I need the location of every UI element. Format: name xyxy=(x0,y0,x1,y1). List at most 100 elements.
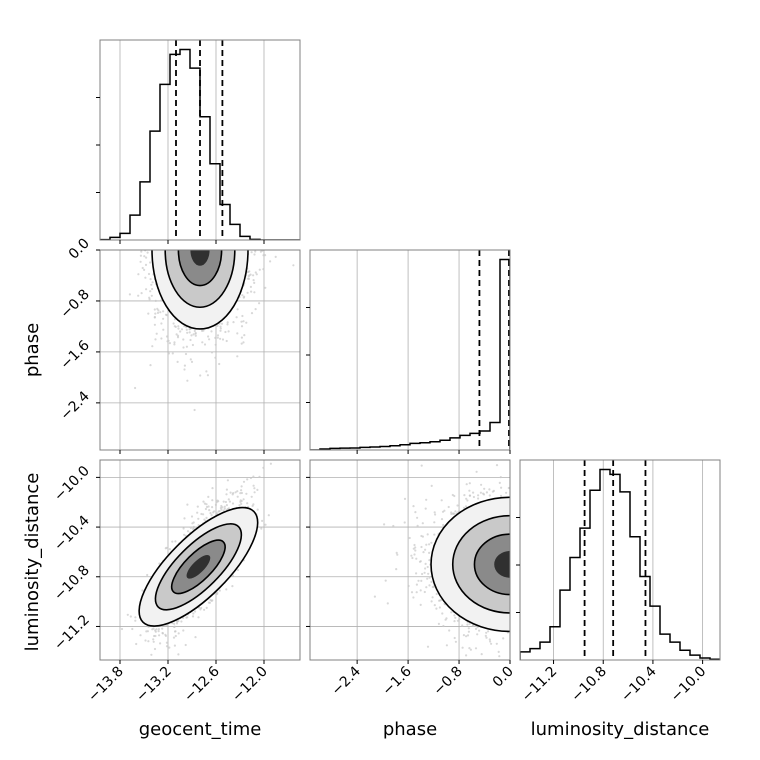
sample-point xyxy=(184,643,187,647)
sample-point xyxy=(185,328,188,331)
scatter-luminosity_distance-vs-geocent_time: −11.2 −10.8 −10.4 −10.0 −13.8 −13.2 −12.6 −12.0 xyxy=(51,459,301,705)
sample-point xyxy=(223,507,226,510)
sample-point xyxy=(180,620,183,623)
sample-point xyxy=(474,647,478,650)
grid xyxy=(356,250,460,450)
sample-point xyxy=(423,590,426,594)
sample-point xyxy=(417,579,420,582)
sample-point xyxy=(172,322,175,325)
sample-point xyxy=(415,583,418,586)
sample-point xyxy=(413,543,416,547)
xtick-label: −12.6 xyxy=(181,663,223,705)
sample-point xyxy=(205,606,208,610)
sample-point xyxy=(202,513,205,516)
sample-point xyxy=(468,482,471,485)
sample-point xyxy=(156,307,159,310)
sample-point xyxy=(165,645,169,648)
sample-point xyxy=(442,523,445,527)
sample-point xyxy=(403,497,407,500)
sample-point xyxy=(465,635,468,638)
contour-level xyxy=(186,554,211,579)
sample-point xyxy=(162,328,165,331)
sample-point xyxy=(260,527,263,530)
sample-point xyxy=(145,288,148,291)
sample-point xyxy=(462,634,465,637)
sample-point xyxy=(240,489,243,492)
sample-point xyxy=(419,560,422,563)
sample-point xyxy=(189,526,192,530)
sample-point xyxy=(466,623,469,626)
sample-point xyxy=(174,540,177,543)
sample-point xyxy=(196,505,199,508)
sample-point xyxy=(383,523,386,526)
sample-point xyxy=(249,285,252,288)
sample-point xyxy=(226,321,229,324)
sample-point xyxy=(183,364,186,367)
xlabel-phase: phase xyxy=(383,719,437,740)
sample-point xyxy=(485,491,488,494)
sample-point xyxy=(151,345,154,348)
sample-point xyxy=(498,481,501,484)
sample-point xyxy=(483,487,486,490)
sample-point xyxy=(422,551,425,554)
sample-point xyxy=(424,567,427,570)
sample-point xyxy=(242,320,245,323)
sample-point xyxy=(120,627,124,631)
sample-point xyxy=(144,276,147,279)
plot-cells: −11.2 −10.8 −10.4 −10.0−2.4−1.6−0.80.0−11.2… xyxy=(51,39,721,705)
sample-point xyxy=(161,631,164,635)
sample-point xyxy=(185,616,188,619)
sample-point xyxy=(292,264,295,267)
sample-point xyxy=(495,642,498,645)
sample-point xyxy=(158,634,161,637)
contour-level xyxy=(190,250,210,266)
sample-point xyxy=(498,655,501,658)
sample-point xyxy=(203,343,207,346)
sample-point xyxy=(207,495,210,498)
sample-point xyxy=(165,546,168,549)
sample-point xyxy=(240,320,243,323)
sample-point xyxy=(485,665,487,667)
sample-point xyxy=(264,254,267,257)
sample-point xyxy=(478,629,481,632)
sample-point xyxy=(140,250,143,253)
sample-point xyxy=(173,341,176,344)
sample-point xyxy=(262,466,265,469)
sample-point xyxy=(190,360,194,363)
ytick-label: −1.6 xyxy=(57,337,92,372)
sample-point xyxy=(426,645,430,648)
sample-point xyxy=(201,329,204,332)
sample-point xyxy=(129,615,132,618)
ytick-label: −10.0 xyxy=(51,463,93,505)
sample-point xyxy=(250,290,253,293)
sample-point xyxy=(154,312,157,315)
sample-point xyxy=(480,653,483,656)
sample-point xyxy=(147,272,151,276)
sample-point xyxy=(189,338,192,342)
sample-point xyxy=(485,636,488,639)
xtick-label: 0.0 xyxy=(490,664,517,691)
ytick-label: 0.0 xyxy=(66,236,93,263)
sample-point xyxy=(447,505,450,509)
sample-point xyxy=(225,588,228,591)
xtick-label: −10.4 xyxy=(618,663,660,705)
sample-point xyxy=(162,661,164,663)
sample-point xyxy=(137,294,140,297)
sample-point xyxy=(242,480,246,483)
sample-point xyxy=(445,644,448,647)
sample-point xyxy=(231,502,235,505)
sample-point xyxy=(186,379,189,382)
sample-point xyxy=(159,311,162,314)
sample-point xyxy=(252,475,255,478)
sample-point xyxy=(153,315,156,319)
sample-point xyxy=(209,511,212,515)
sample-point xyxy=(475,470,478,473)
sample-point xyxy=(126,613,129,616)
sample-point xyxy=(479,676,481,678)
sample-point xyxy=(246,478,249,481)
sample-point xyxy=(484,634,487,638)
sample-point xyxy=(426,565,429,569)
sample-point xyxy=(192,612,195,615)
sample-point xyxy=(467,630,470,633)
